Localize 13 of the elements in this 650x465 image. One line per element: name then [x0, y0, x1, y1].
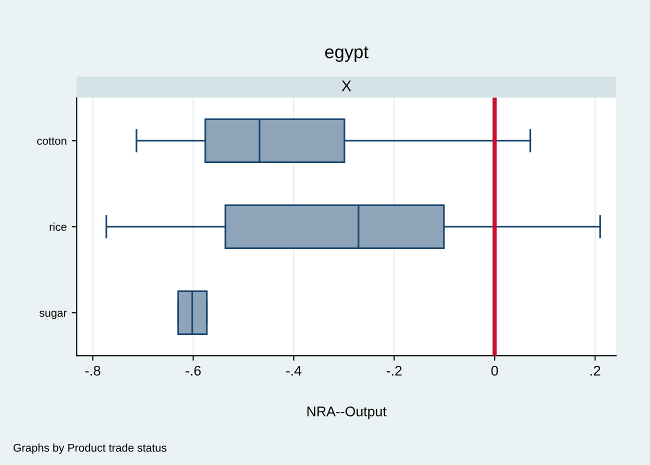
x-axis-title: NRA--Output — [307, 406, 386, 420]
x-tick-label: -.8 — [85, 366, 100, 376]
y-tick-label: cotton — [37, 138, 66, 145]
y-tick-label: rice — [50, 222, 66, 231]
chart-title: egypt — [325, 46, 368, 62]
x-tick-label: -.6 — [186, 366, 201, 376]
chart-subtitle: X — [342, 80, 352, 92]
x-tick-label: 0 — [491, 366, 498, 376]
text: Graphs by Product trade status — [14, 444, 166, 454]
y-tick-label: sugar — [39, 310, 67, 320]
x-tick-label: -.4 — [286, 366, 302, 376]
x-tick-label: -.2 — [386, 366, 402, 376]
x-tick-label: .2 — [590, 366, 600, 376]
